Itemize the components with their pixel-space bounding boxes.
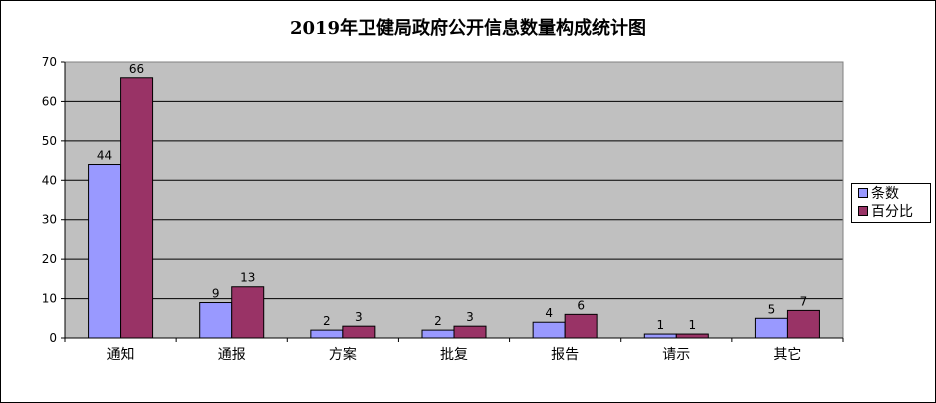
data-label-1-2: 9 (212, 287, 220, 301)
bar-1-7 (754, 317, 788, 339)
data-label-1-7: 5 (768, 302, 776, 316)
bar-1-3 (310, 329, 344, 339)
x-tick-label: 方案 (329, 346, 357, 363)
data-label-1-4: 2 (434, 314, 442, 328)
data-label-2-3: 3 (355, 310, 363, 324)
x-tick-label: 其它 (773, 346, 801, 363)
legend-swatch-series-1 (858, 188, 868, 198)
x-tick-label: 通知 (107, 346, 135, 363)
bar-2-6 (675, 333, 709, 339)
legend-item-series-2: 百分比 (858, 204, 913, 220)
bar-2-1 (120, 77, 154, 339)
data-label-2-2: 13 (240, 271, 255, 285)
bar-1-4 (421, 329, 455, 339)
x-tick-label: 报告 (551, 347, 579, 363)
bar-2-3 (342, 325, 376, 339)
y-tick-label: 30 (42, 213, 57, 227)
x-tick-label: 批复 (440, 346, 468, 363)
bar-1-6 (643, 333, 677, 339)
y-tick-label: 70 (42, 55, 57, 69)
y-tick-label: 10 (42, 292, 57, 306)
y-tick-label: 40 (42, 173, 57, 187)
data-label-1-5: 4 (545, 306, 553, 320)
y-tick-label: 60 (42, 94, 57, 108)
data-label-1-3: 2 (323, 314, 331, 328)
bar-1-2 (199, 302, 233, 339)
legend-item-series-1: 条数 (858, 186, 899, 202)
data-label-2-5: 6 (577, 298, 585, 312)
legend-swatch-series-2 (858, 206, 868, 216)
y-tick-label: 50 (42, 134, 57, 148)
bar-2-4 (453, 325, 487, 339)
bar-2-7 (786, 309, 820, 339)
data-label-2-6: 1 (688, 318, 696, 332)
y-tick-label: 0 (49, 331, 57, 345)
plot-area (65, 62, 843, 338)
bar-2-2 (231, 286, 265, 339)
data-label-1-1: 44 (97, 149, 112, 163)
data-label-2-7: 7 (800, 294, 808, 308)
legend: 条数 百分比 (851, 183, 931, 223)
x-tick-label: 请示 (662, 347, 690, 363)
data-label-2-1: 66 (129, 62, 144, 76)
data-label-2-4: 3 (466, 310, 474, 324)
bar-1-5 (532, 321, 566, 339)
bar-2-5 (564, 313, 598, 339)
y-tick-label: 20 (42, 252, 57, 266)
chart-title: 2019年卫健局政府公开信息数量构成统计图 (289, 18, 647, 39)
data-label-1-6: 1 (656, 318, 664, 332)
bar-1-1 (88, 164, 122, 339)
x-tick-label: 通报 (218, 347, 246, 363)
legend-label-series-2: 百分比 (871, 204, 913, 220)
legend-label-series-1: 条数 (871, 186, 899, 202)
